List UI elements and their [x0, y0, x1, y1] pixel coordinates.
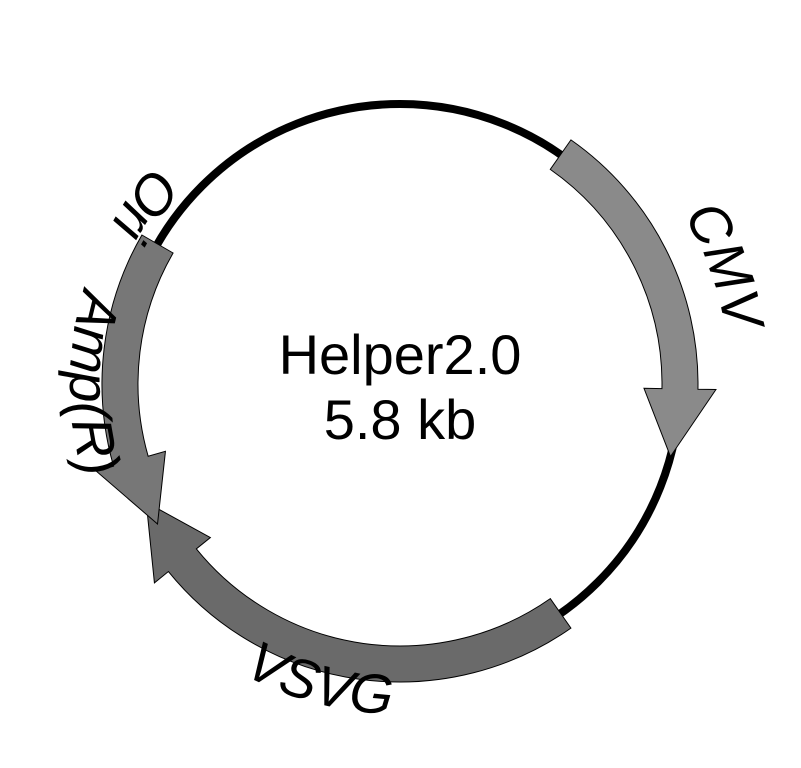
plasmid-title: Helper2.0	[279, 323, 522, 386]
plasmid-size: 5.8 kb	[324, 388, 477, 451]
feature-arrow-cmv	[550, 140, 716, 457]
feature-label-ori: Ori	[99, 158, 193, 253]
plasmid-map: Helper2.05.8 kbCMVVSVGAmp(R)Ori	[0, 0, 801, 768]
feature-arrow-vsvg	[146, 502, 571, 682]
